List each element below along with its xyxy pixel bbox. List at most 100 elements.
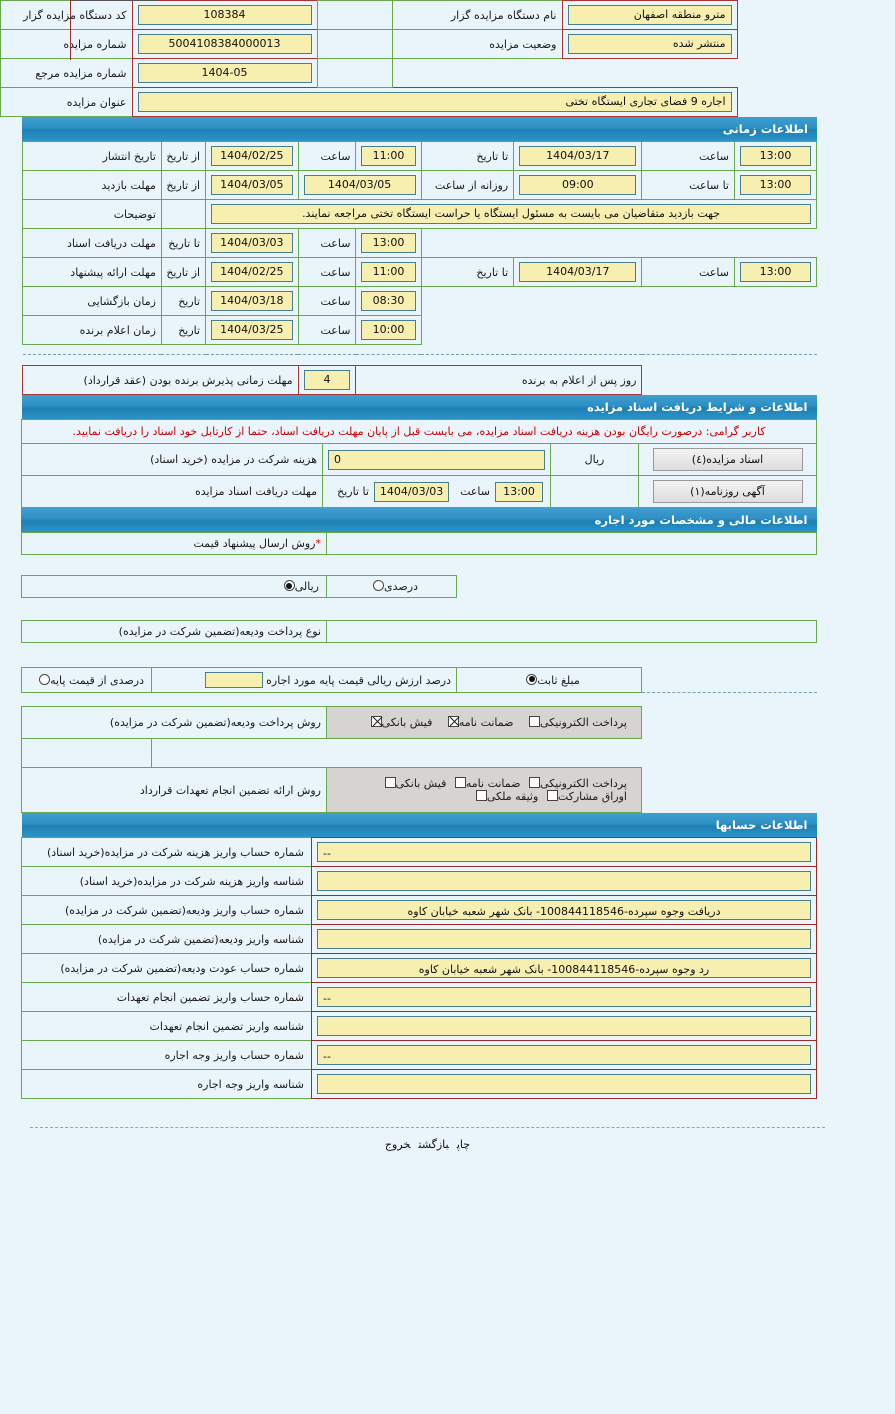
open-time-field[interactable]: 08:30 <box>361 291 416 311</box>
checkbox-contract-participation-bonds[interactable]: اوراق مشارکت <box>546 790 629 803</box>
table-row: درصدی ریالی <box>20 575 817 598</box>
auctioneer-code-field[interactable]: 108384 <box>137 5 312 25</box>
checkbox-deposit-electronic[interactable]: پرداخت الکترونیکی <box>529 716 629 729</box>
acceptance-days-field[interactable]: 4 <box>303 370 351 390</box>
blank-cell <box>550 475 639 508</box>
radio-option-rial[interactable]: ریالی <box>283 580 321 593</box>
word-from-date-3: از تاریخ <box>160 257 207 287</box>
contract-guarantee-checkbox-icon[interactable] <box>454 777 466 788</box>
publish-to-date-field[interactable]: 1404/03/17 <box>519 146 637 166</box>
bid-to-date-field[interactable]: 1404/03/17 <box>519 262 637 282</box>
visit-note-cell: جهت بازدید متقاضیان می بایست به مسئول ای… <box>205 199 817 229</box>
docs-deadline-date-field[interactable]: 1404/03/03 <box>211 233 293 253</box>
table-row: شناسه واریز هزینه شرکت در مزایده(خرید اس… <box>21 866 817 896</box>
checkbox-contract-property-collateral[interactable]: وثیقه ملکی <box>475 790 540 803</box>
participation-cost-label: هزینه شرکت در مزایده (خرید اسناد) <box>21 443 323 476</box>
back-link[interactable]: بازگشت <box>418 1138 449 1151</box>
account-field-7[interactable]: -- <box>317 1045 811 1065</box>
winner-date-field[interactable]: 1404/03/25 <box>211 320 293 340</box>
table-row: 13:00 تا ساعت 09:00 روزانه از ساعت 1404/… <box>22 170 818 200</box>
contract-bonds-checkbox-icon[interactable] <box>546 790 558 801</box>
spacer-row <box>22 344 817 355</box>
deposit-type-value-cell[interactable] <box>326 620 817 643</box>
account-label-2: شماره حساب واریز ودیعه(تضمین شرکت در مزا… <box>21 895 312 925</box>
radio-option-percent[interactable]: درصدی <box>373 580 420 593</box>
visit-from-date-field[interactable]: 1404/03/05 <box>211 175 293 195</box>
table-row: روز پس از اعلام به برنده 4 مهلت زمانی پذ… <box>22 365 817 395</box>
option-rial-cell[interactable]: ریالی <box>20 575 328 598</box>
docs-deadline-inline: 13:00 ساعت 1404/03/03 تا تاریخ <box>328 481 545 502</box>
checkbox-contract-electronic[interactable]: پرداخت الکترونیکی <box>529 777 629 790</box>
visit-daily-from-field[interactable]: 09:00 <box>519 175 637 195</box>
account-field-4[interactable]: رد وجوه سپرده-100844118546- بانک شهر شعب… <box>317 958 811 978</box>
percent-of-base-radio-icon[interactable] <box>39 673 51 685</box>
fixed-amount-cell[interactable]: مبلغ ثابت <box>456 667 642 693</box>
auction-title-field[interactable]: اجاره 9 فضای تجاری ایستگاه تختی <box>137 92 732 112</box>
deposit-bank-receipt-checkbox-icon[interactable] <box>370 716 382 727</box>
option-percent-cell[interactable]: درصدی <box>326 575 457 598</box>
account-label-7: شماره حساب واریز وجه اجاره <box>21 1040 312 1070</box>
winner-time-field[interactable]: 10:00 <box>361 320 416 340</box>
ref-number-field[interactable]: 1404-05 <box>137 63 312 83</box>
publish-to-time-cell: 13:00 <box>733 141 818 171</box>
visit-to-time-field[interactable]: 13:00 <box>739 175 811 195</box>
checkbox-deposit-bank-receipt[interactable]: فیش بانکی <box>370 716 435 729</box>
bid-to-time-field[interactable]: 13:00 <box>739 262 811 282</box>
account-field-0[interactable]: -- <box>317 842 811 862</box>
account-value-cell <box>311 866 817 896</box>
account-field-1[interactable] <box>317 871 811 891</box>
percent-of-base-cell[interactable]: درصدی از قیمت پایه <box>20 667 153 693</box>
publish-from-date-field[interactable]: 1404/02/25 <box>211 146 293 166</box>
auctioneer-name-label: نام دستگاه مزایده گزار <box>391 0 563 30</box>
deposit-options-strip: پرداخت الکترونیکی ضمانت نامه فیش بانکی <box>327 707 641 738</box>
contract-bank-receipt-checkbox-icon[interactable] <box>384 777 396 788</box>
visit-note-field[interactable]: جهت بازدید متقاضیان می بایست به مسئول ای… <box>211 204 811 224</box>
open-date-field[interactable]: 1404/03/18 <box>211 291 293 311</box>
auction-number-field[interactable]: 5004108384000013 <box>137 34 312 54</box>
docs-dl-date-field[interactable]: 1404/03/03 <box>373 481 450 502</box>
fixed-amount-radio-icon[interactable] <box>526 673 538 685</box>
currency-label: ریال <box>550 443 639 476</box>
auction-status-value-cell: منتشر شده <box>561 29 738 59</box>
account-field-8[interactable] <box>317 1074 811 1094</box>
visit-from-date-cell: 1404/03/05 <box>205 170 299 200</box>
auctioneer-name-field[interactable]: مترو منطقه اصفهان <box>567 5 732 25</box>
publish-from-time-field[interactable]: 11:00 <box>361 146 416 166</box>
bid-from-date-field[interactable]: 1404/02/25 <box>211 262 293 282</box>
account-field-5[interactable]: -- <box>317 987 811 1007</box>
account-field-6[interactable] <box>317 1016 811 1036</box>
newspaper-ad-button[interactable]: آگهی روزنامه(١) <box>652 480 803 503</box>
table-row: نوع پرداخت ودیعه(تضمین شرکت در مزایده) <box>20 620 817 643</box>
checkbox-contract-bank-receipt[interactable]: فیش بانکی <box>384 777 449 790</box>
fixed-amount-label: مبلغ ثابت <box>537 673 580 687</box>
spacer-cell <box>641 365 817 395</box>
print-link[interactable]: چاپ <box>456 1138 471 1151</box>
account-field-2[interactable]: دریافت وجوه سپرده-100844118546- بانک شهر… <box>317 900 811 920</box>
timing-header-row: اطلاعات زمانی <box>22 117 817 141</box>
auction-documents-button[interactable]: اسناد مزایده(٤) <box>652 448 803 471</box>
publish-to-time-field[interactable]: 13:00 <box>739 146 811 166</box>
checkbox-contract-guarantee-letter[interactable]: ضمانت نامه <box>454 777 523 790</box>
contract-electronic-checkbox-icon[interactable] <box>529 777 540 788</box>
docs-deadline-group: 13:00 ساعت 1404/03/03 تا تاریخ <box>322 475 551 508</box>
deposit-guarantee-checkbox-icon[interactable] <box>447 716 459 727</box>
percent-value-field[interactable] <box>204 672 263 688</box>
percent-radio-icon[interactable] <box>373 580 385 591</box>
account-field-3[interactable] <box>317 929 811 949</box>
radio-option-fixed-amount[interactable]: مبلغ ثابت <box>526 673 581 687</box>
docs-deadline-time-field[interactable]: 13:00 <box>361 233 416 253</box>
docs-dl-time-field[interactable]: 13:00 <box>495 481 543 502</box>
participation-cost-field[interactable]: 0 <box>328 449 545 470</box>
auction-status-field[interactable]: منتشر شده <box>567 34 732 54</box>
visit-to-date-field[interactable]: 1404/03/05 <box>303 175 416 195</box>
deposit-electronic-checkbox-icon[interactable] <box>529 716 540 727</box>
exit-link[interactable]: خروج <box>384 1138 411 1151</box>
rial-radio-icon[interactable] <box>283 580 295 591</box>
bid-from-time-field[interactable]: 11:00 <box>361 262 416 282</box>
accounts-section-header: اطلاعات حسابها <box>21 813 817 838</box>
word-hour-5: ساعت <box>297 257 357 287</box>
radio-option-percent-of-base[interactable]: درصدی از قیمت پایه <box>39 673 146 687</box>
contract-property-checkbox-icon[interactable] <box>475 790 487 801</box>
word-hour-3: ساعت <box>297 228 357 258</box>
checkbox-deposit-guarantee-letter[interactable]: ضمانت نامه <box>447 716 516 729</box>
